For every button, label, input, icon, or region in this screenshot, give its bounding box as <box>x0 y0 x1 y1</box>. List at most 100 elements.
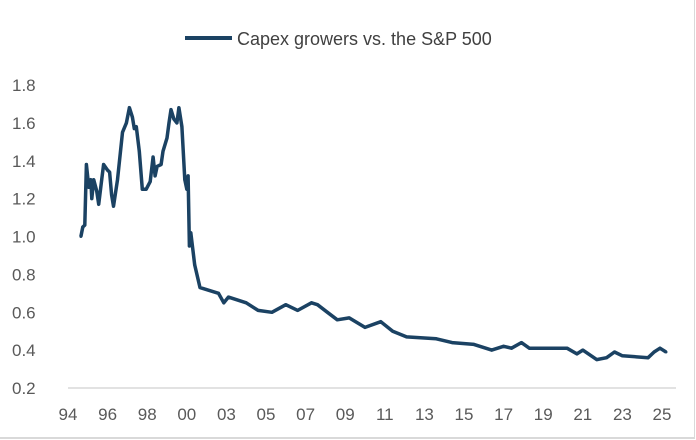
x-tick-label: 96 <box>98 405 117 424</box>
y-tick-label: 1.4 <box>12 152 36 171</box>
legend: Capex growers vs. the S&P 500 <box>185 29 492 49</box>
x-tick-label: 19 <box>534 405 553 424</box>
data-point <box>450 341 454 345</box>
data-point <box>270 310 274 314</box>
y-tick-label: 1.6 <box>12 114 36 133</box>
data-point <box>256 308 260 312</box>
y-tick-label: 1.0 <box>12 228 36 247</box>
data-point <box>434 337 438 341</box>
data-point <box>519 341 523 345</box>
data-point <box>165 136 169 140</box>
data-point <box>132 127 136 131</box>
data-point <box>296 308 300 312</box>
data-point <box>363 325 367 329</box>
data-point <box>127 106 131 110</box>
x-tick-label: 15 <box>455 405 474 424</box>
data-point <box>79 235 83 238</box>
x-tick-label: 07 <box>296 405 315 424</box>
data-point <box>167 121 171 125</box>
data-point <box>97 202 101 206</box>
data-point <box>180 125 184 129</box>
data-point <box>316 303 319 307</box>
legend-label: Capex growers vs. the S&P 500 <box>237 29 492 49</box>
data-point <box>310 301 313 305</box>
data-point <box>405 335 409 339</box>
data-point <box>83 223 87 227</box>
data-point <box>658 346 662 350</box>
data-point <box>502 344 506 348</box>
data-point <box>177 106 181 110</box>
data-point <box>89 178 93 182</box>
x-tick-label: 98 <box>138 405 157 424</box>
data-point <box>575 352 579 356</box>
data-point <box>155 164 159 168</box>
data-point <box>110 193 114 197</box>
data-point <box>130 115 134 119</box>
data-point <box>490 348 494 352</box>
data-point <box>151 155 155 159</box>
data-point <box>140 187 144 191</box>
data-point <box>112 204 115 208</box>
x-tick-label: 17 <box>494 405 513 424</box>
x-tick-label: 09 <box>336 405 355 424</box>
data-point <box>581 348 585 352</box>
data-point <box>527 346 531 350</box>
data-point <box>391 329 395 333</box>
x-tick-label: 23 <box>613 405 632 424</box>
data-point <box>159 163 163 166</box>
x-tick-label: 94 <box>59 405 78 424</box>
data-point <box>153 174 157 178</box>
data-point <box>106 168 110 172</box>
data-point <box>87 185 91 189</box>
data-point <box>335 318 339 322</box>
y-tick-label: 0.6 <box>12 303 36 322</box>
data-point <box>620 354 624 358</box>
x-tick-label: 21 <box>573 405 592 424</box>
data-point <box>84 163 88 166</box>
data-point <box>175 121 179 125</box>
y-tick-label: 0.8 <box>12 265 36 284</box>
data-point <box>185 187 189 191</box>
x-tick-label: 00 <box>177 405 196 424</box>
data-point <box>124 121 128 125</box>
y-tick-label: 1.2 <box>12 190 36 209</box>
data-point <box>284 303 288 307</box>
y-tick-label: 0.2 <box>12 379 36 398</box>
data-point <box>347 316 351 320</box>
data-point <box>222 301 226 305</box>
data-point <box>472 342 476 346</box>
data-point <box>217 291 220 295</box>
data-point <box>664 350 668 354</box>
data-point <box>595 358 599 362</box>
data-point <box>198 286 202 290</box>
x-tick-label: 13 <box>415 405 434 424</box>
data-point <box>148 180 152 184</box>
data-point <box>193 263 197 267</box>
data-point <box>189 231 193 235</box>
data-point <box>90 197 94 201</box>
data-point <box>144 187 148 191</box>
data-point <box>187 244 191 248</box>
data-point <box>169 108 173 112</box>
data-point <box>137 149 141 153</box>
y-tick-label: 0.4 <box>12 341 36 360</box>
data-point <box>183 178 187 182</box>
data-point <box>92 178 96 182</box>
data-point <box>102 163 106 166</box>
x-tick-label: 11 <box>376 405 394 424</box>
series-line-capex-growers <box>79 105 667 362</box>
data-point <box>646 356 650 360</box>
data-point <box>325 310 329 314</box>
data-point <box>379 320 383 324</box>
data-point <box>108 170 112 174</box>
x-tick-label: 05 <box>257 405 276 424</box>
x-tick-label: 03 <box>217 405 236 424</box>
data-point <box>134 125 138 129</box>
data-point <box>652 350 656 354</box>
data-point <box>95 189 99 193</box>
y-tick-label: 1.8 <box>12 76 36 95</box>
data-point <box>510 346 513 350</box>
data-point <box>226 295 230 299</box>
